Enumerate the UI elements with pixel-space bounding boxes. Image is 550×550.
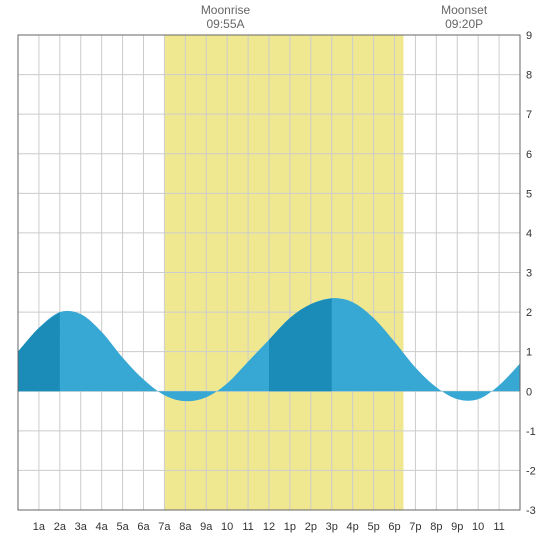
x-tick-label: 10 xyxy=(472,521,484,533)
x-tick-label: 9p xyxy=(451,521,463,533)
x-tick-label: 3a xyxy=(75,521,88,533)
x-tick-label: 9a xyxy=(200,521,213,533)
x-tick-label: 10 xyxy=(221,521,233,533)
y-tick-label: 4 xyxy=(526,228,532,240)
x-tick-label: 4a xyxy=(96,521,109,533)
y-tick-label: 1 xyxy=(526,347,532,359)
x-tick-label: 8a xyxy=(179,521,192,533)
y-tick-label: 9 xyxy=(526,30,532,42)
y-tick-label: -1 xyxy=(526,426,536,438)
x-tick-label: 2p xyxy=(305,521,317,533)
x-tick-label: 6p xyxy=(388,521,400,533)
x-tick-label: 4p xyxy=(347,521,359,533)
x-tick-label: 11 xyxy=(493,521,504,533)
x-tick-label: 5p xyxy=(367,521,379,533)
x-tick-label: 7p xyxy=(409,521,421,533)
y-tick-label: -2 xyxy=(526,465,536,477)
x-tick-label: 11 xyxy=(242,521,253,533)
moonrise-time: 09:55A xyxy=(206,17,244,31)
y-tick-label: 6 xyxy=(526,149,532,161)
y-tick-label: 3 xyxy=(526,268,532,280)
x-tick-label: 12 xyxy=(263,521,275,533)
y-tick-label: 0 xyxy=(526,386,532,398)
tide-chart: -3-2-101234567891a2a3a4a5a6a7a8a9a101112… xyxy=(0,0,550,550)
x-tick-label: 7a xyxy=(158,521,171,533)
x-tick-label: 2a xyxy=(54,521,67,533)
moonset-label: Moonset xyxy=(441,3,488,17)
y-tick-label: 7 xyxy=(526,109,532,121)
x-tick-label: 5a xyxy=(116,521,129,533)
y-tick-label: -3 xyxy=(526,505,536,517)
y-tick-label: 8 xyxy=(526,70,532,82)
x-tick-label: 6a xyxy=(137,521,150,533)
y-tick-label: 5 xyxy=(526,188,532,200)
x-tick-label: 1a xyxy=(33,521,46,533)
x-tick-label: 3p xyxy=(326,521,338,533)
moonrise-label: Moonrise xyxy=(201,3,251,17)
x-tick-label: 8p xyxy=(430,521,442,533)
moonset-time: 09:20P xyxy=(445,17,483,31)
x-tick-label: 1p xyxy=(284,521,296,533)
y-tick-label: 2 xyxy=(526,307,532,319)
